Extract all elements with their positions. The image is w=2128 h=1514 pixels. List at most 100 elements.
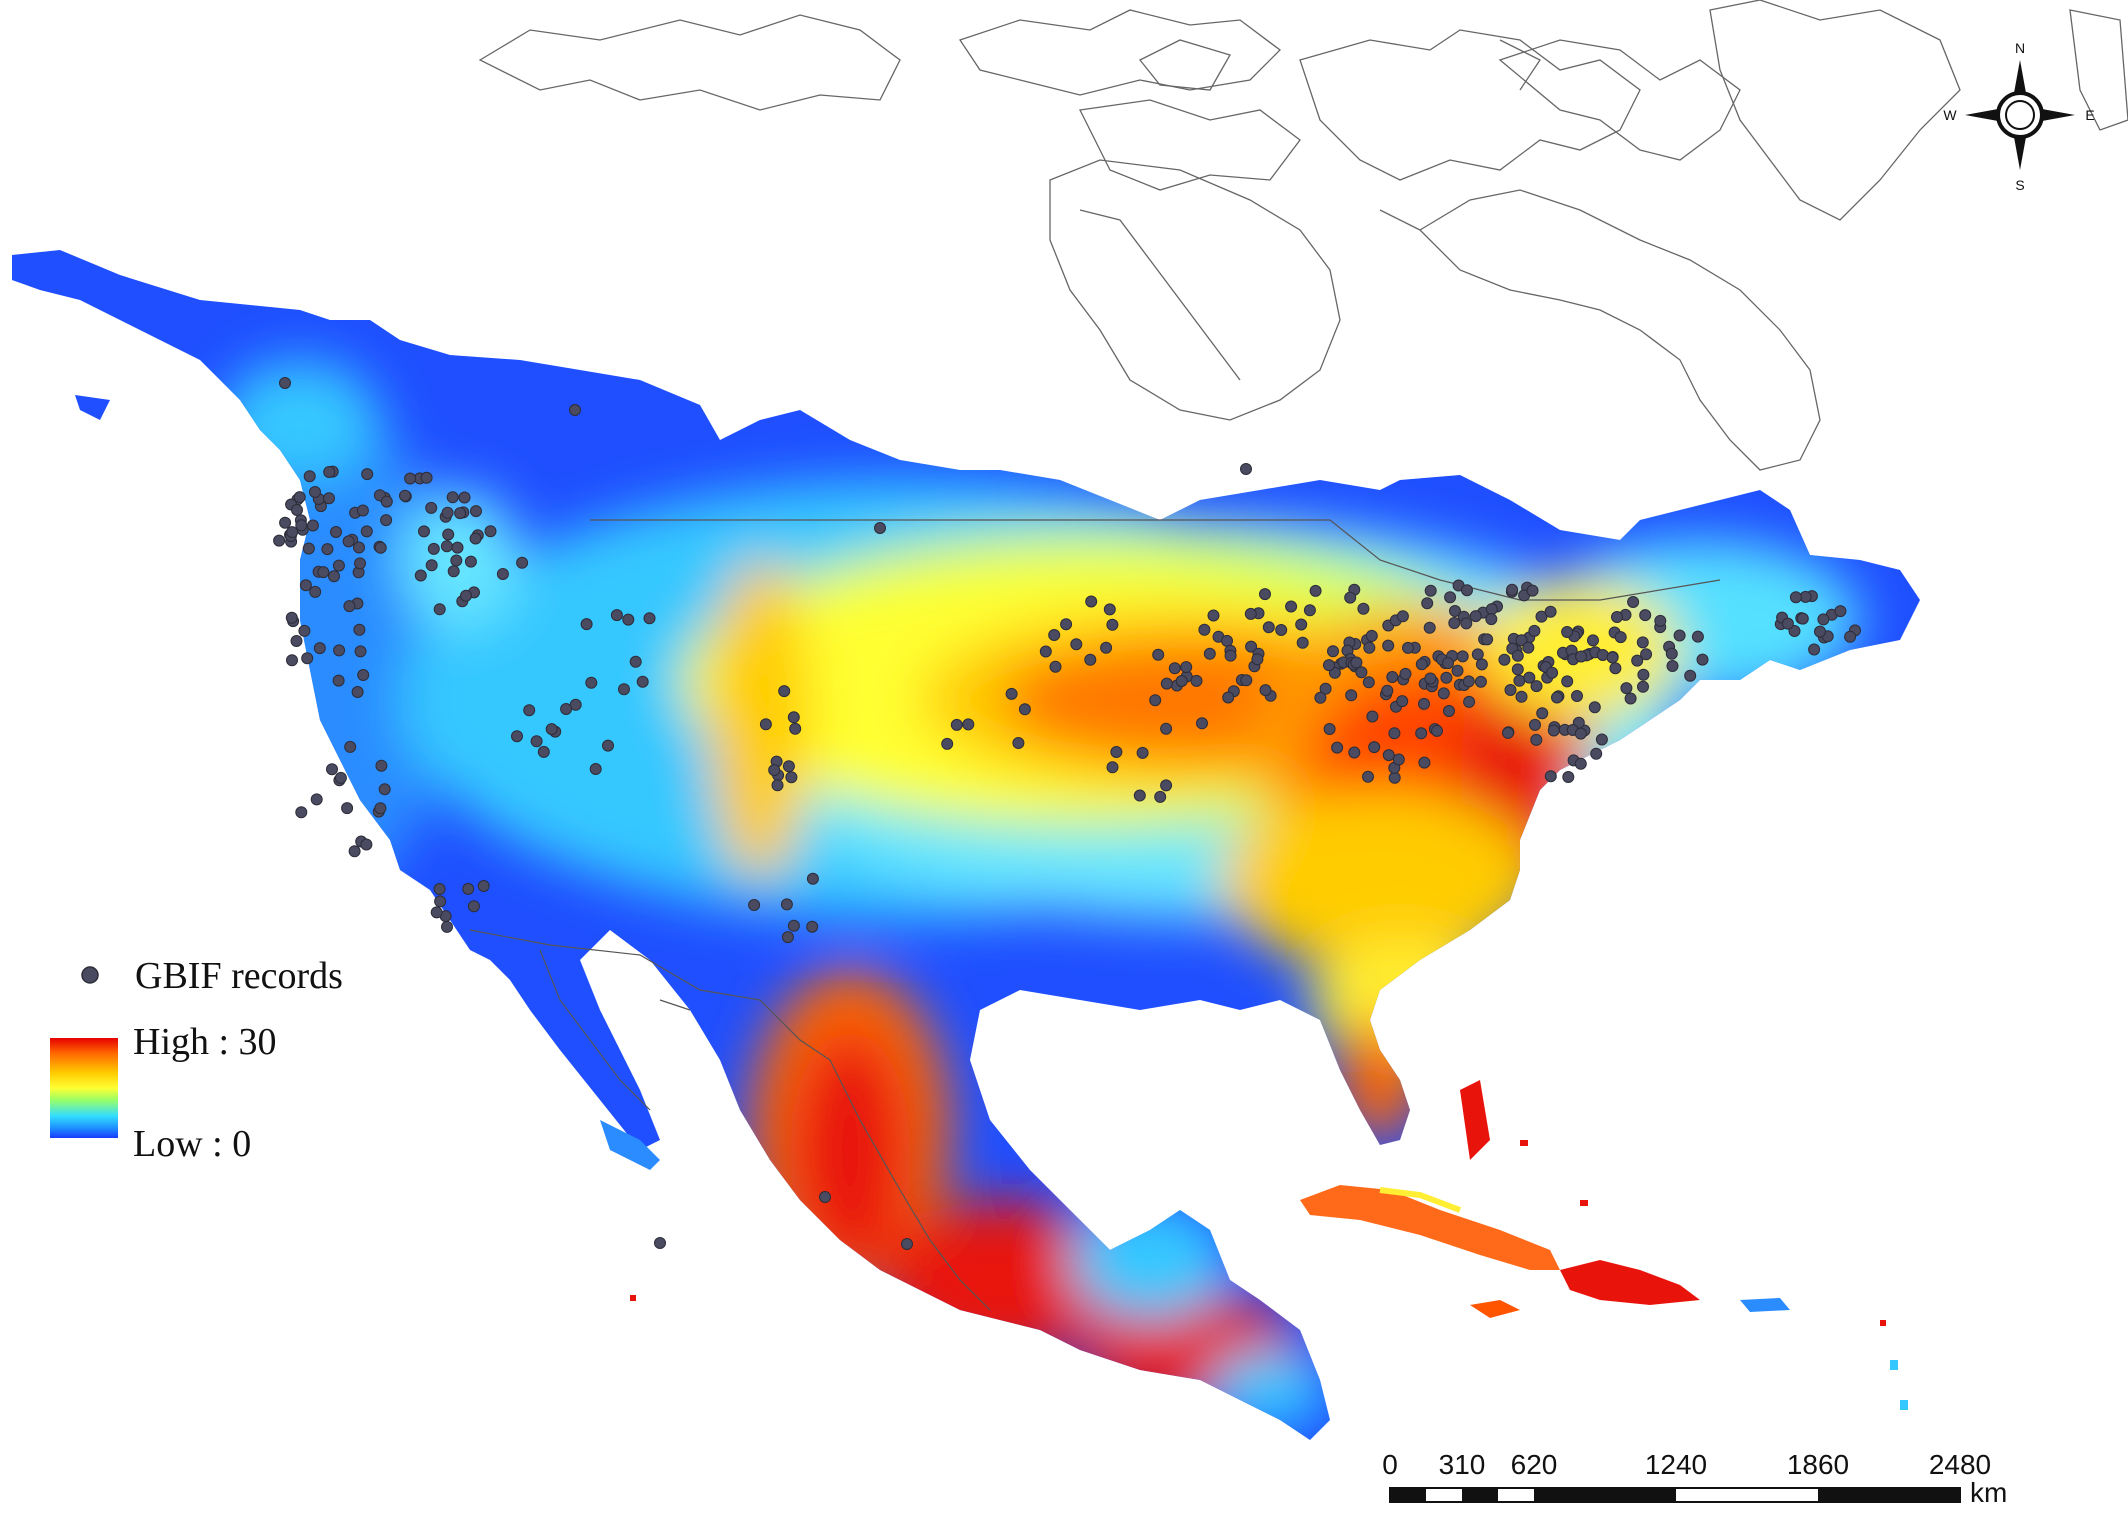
legend-color-ramp — [50, 1038, 118, 1138]
scale-tick-620: 620 — [1511, 1449, 1558, 1480]
gbif-point — [357, 669, 370, 681]
gbif-point — [380, 495, 393, 508]
gbif-point — [1449, 605, 1461, 617]
gbif-point — [1640, 648, 1653, 661]
gbif-point — [341, 802, 354, 815]
gbif-point — [1696, 653, 1709, 666]
gbif-point — [789, 722, 802, 735]
gbif-point — [1456, 650, 1469, 663]
gbif-point — [1402, 641, 1414, 654]
gbif-point — [1251, 653, 1264, 666]
gbif-point — [1431, 724, 1443, 737]
gbif-point — [1528, 624, 1541, 637]
gbif-point — [321, 543, 334, 556]
gbif-point — [768, 764, 781, 777]
gbif-point — [1639, 609, 1652, 622]
gbif-point — [1180, 661, 1193, 674]
gbif-point — [425, 559, 438, 572]
gbif-point — [1691, 630, 1704, 643]
gbif-point — [530, 735, 543, 748]
gbif-point — [1471, 648, 1484, 661]
gbif-point — [1666, 660, 1679, 672]
gbif-point — [450, 554, 463, 567]
gbif-point — [1175, 675, 1188, 687]
gbif-point — [1627, 596, 1640, 608]
gbif-point — [360, 838, 373, 851]
gbif-point — [360, 525, 373, 538]
gbif-point — [1382, 749, 1395, 762]
gbif-point — [780, 898, 793, 911]
gbif-point — [1551, 691, 1563, 704]
gbif-point — [1437, 687, 1450, 700]
gbif-point — [1444, 591, 1457, 604]
gbif-point — [310, 793, 323, 806]
gbif-point — [1355, 666, 1368, 679]
gbif-point — [374, 541, 387, 554]
gbif-point — [460, 589, 472, 602]
scale-unit: km — [1970, 1477, 2007, 1508]
gbif-point — [1296, 636, 1309, 649]
gbif-point — [1502, 726, 1514, 739]
gbif-point — [1789, 591, 1802, 604]
gbif-point — [1614, 631, 1627, 644]
gbif-point — [1348, 746, 1361, 759]
gbif-point — [1363, 641, 1376, 654]
gbif-point — [1331, 741, 1344, 754]
gbif-point — [470, 505, 482, 518]
gbif-point — [1515, 634, 1528, 647]
gbif-point — [1788, 625, 1801, 637]
gbif-point — [351, 686, 364, 698]
gbif-point — [273, 534, 286, 547]
gbif-point — [585, 676, 598, 689]
gbif-point — [323, 492, 335, 505]
gbif-point — [1275, 624, 1288, 636]
scale-tick-1240: 1240 — [1645, 1449, 1707, 1480]
gbif-point — [309, 585, 322, 598]
gbif-point — [1259, 588, 1271, 601]
compass-east-label: E — [2085, 107, 2094, 123]
gbif-point — [1100, 641, 1113, 654]
gbif-point — [1817, 613, 1830, 626]
gbif-point — [301, 652, 314, 665]
gbif-point — [1574, 727, 1587, 740]
legend-points-label: GBIF records — [135, 955, 343, 997]
gbif-point — [1244, 607, 1257, 620]
gbif-point — [1224, 649, 1237, 662]
gbif-point — [1060, 618, 1073, 631]
gbif-point — [1344, 591, 1357, 604]
gbif-point — [1319, 682, 1332, 695]
gbif-point — [295, 519, 308, 532]
legend-high-label: High : 30 — [133, 1021, 277, 1063]
scale-tick-1860: 1860 — [1787, 1449, 1849, 1480]
gbif-point — [1609, 662, 1622, 675]
gbif-point — [380, 514, 393, 527]
gbif-point — [1190, 674, 1203, 687]
gbif-point — [523, 704, 536, 717]
gbif-point — [610, 609, 623, 622]
scale-tick-2480: 2480 — [1929, 1449, 1991, 1480]
gbif-point — [1262, 621, 1275, 634]
gbif-point — [1368, 741, 1381, 754]
gbif-point — [1133, 789, 1146, 802]
gbif-point — [1631, 654, 1644, 667]
gbif-point — [1485, 613, 1498, 626]
gbif-point — [1415, 658, 1428, 671]
gbif-point — [806, 872, 819, 885]
gbif-point — [446, 491, 459, 504]
gbif-point — [1590, 747, 1603, 760]
gbif-point — [354, 645, 367, 658]
gbif-point — [1620, 682, 1633, 695]
gbif-point — [1814, 625, 1826, 638]
gbif-point — [291, 504, 303, 516]
gbif-point — [1084, 653, 1097, 666]
compass-west-label: W — [1943, 107, 1957, 123]
gbif-point — [962, 718, 975, 731]
gbif-point — [1796, 612, 1809, 625]
gbif-point — [1511, 649, 1524, 662]
gbif-point — [782, 760, 795, 773]
gbif-point — [589, 763, 602, 775]
gbif-point — [496, 568, 509, 580]
gbif-point — [1448, 617, 1461, 629]
gbif-point — [643, 612, 656, 625]
gbif-point — [313, 642, 326, 655]
